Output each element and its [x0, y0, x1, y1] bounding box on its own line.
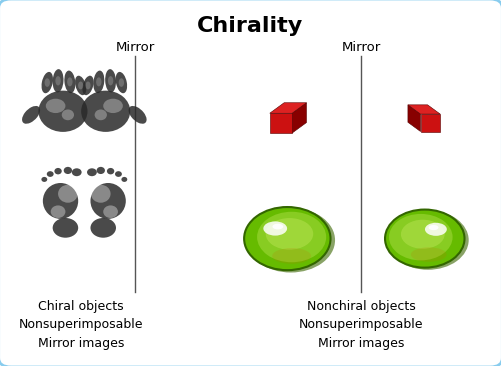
Ellipse shape — [91, 183, 126, 219]
Ellipse shape — [96, 77, 102, 86]
Ellipse shape — [115, 171, 122, 177]
Polygon shape — [408, 105, 440, 114]
Ellipse shape — [103, 99, 123, 113]
Ellipse shape — [97, 167, 105, 174]
Ellipse shape — [257, 212, 326, 262]
Ellipse shape — [86, 82, 91, 89]
Ellipse shape — [67, 77, 73, 86]
Ellipse shape — [121, 177, 127, 182]
Text: Nonchiral objects
Nonsuperimposable
Mirror images: Nonchiral objects Nonsuperimposable Mirr… — [299, 299, 423, 350]
Ellipse shape — [53, 69, 64, 93]
Text: Mirror: Mirror — [341, 41, 381, 54]
Polygon shape — [270, 103, 307, 113]
Ellipse shape — [411, 247, 446, 262]
Ellipse shape — [78, 82, 83, 89]
Polygon shape — [270, 113, 292, 133]
Ellipse shape — [42, 72, 53, 93]
Ellipse shape — [425, 223, 447, 236]
Ellipse shape — [22, 106, 40, 124]
Ellipse shape — [246, 208, 335, 273]
Ellipse shape — [103, 205, 118, 218]
Ellipse shape — [272, 248, 311, 264]
Ellipse shape — [105, 69, 116, 93]
Ellipse shape — [64, 71, 75, 93]
Ellipse shape — [428, 225, 438, 230]
Ellipse shape — [62, 109, 74, 120]
Ellipse shape — [95, 109, 107, 120]
Text: Mirror: Mirror — [116, 41, 155, 54]
Ellipse shape — [385, 210, 464, 268]
Ellipse shape — [53, 218, 78, 238]
Ellipse shape — [87, 168, 97, 176]
Ellipse shape — [129, 106, 147, 124]
Polygon shape — [292, 103, 307, 133]
Text: Chirality: Chirality — [197, 16, 304, 36]
Ellipse shape — [81, 91, 130, 132]
Ellipse shape — [108, 76, 113, 85]
Ellipse shape — [46, 99, 66, 113]
Ellipse shape — [43, 183, 78, 219]
Ellipse shape — [91, 185, 111, 203]
Text: Chiral objects
Nonsuperimposable
Mirror images: Chiral objects Nonsuperimposable Mirror … — [19, 299, 143, 350]
Ellipse shape — [72, 168, 82, 176]
Ellipse shape — [55, 168, 62, 174]
Ellipse shape — [56, 76, 61, 85]
Ellipse shape — [75, 76, 86, 95]
Ellipse shape — [119, 78, 124, 87]
Ellipse shape — [47, 171, 54, 177]
Ellipse shape — [42, 177, 47, 182]
Ellipse shape — [39, 91, 88, 132]
Ellipse shape — [107, 168, 114, 174]
Ellipse shape — [389, 214, 452, 260]
Ellipse shape — [45, 78, 50, 87]
Ellipse shape — [64, 167, 72, 174]
Ellipse shape — [266, 218, 313, 250]
Ellipse shape — [51, 205, 66, 218]
Ellipse shape — [244, 207, 331, 270]
Ellipse shape — [58, 185, 78, 203]
Ellipse shape — [91, 218, 116, 238]
Polygon shape — [420, 114, 440, 131]
Ellipse shape — [83, 76, 94, 95]
Ellipse shape — [273, 224, 283, 229]
Polygon shape — [408, 105, 420, 131]
Ellipse shape — [264, 221, 287, 236]
Ellipse shape — [93, 71, 104, 93]
Ellipse shape — [387, 210, 469, 270]
Ellipse shape — [401, 220, 445, 249]
Ellipse shape — [116, 72, 127, 93]
